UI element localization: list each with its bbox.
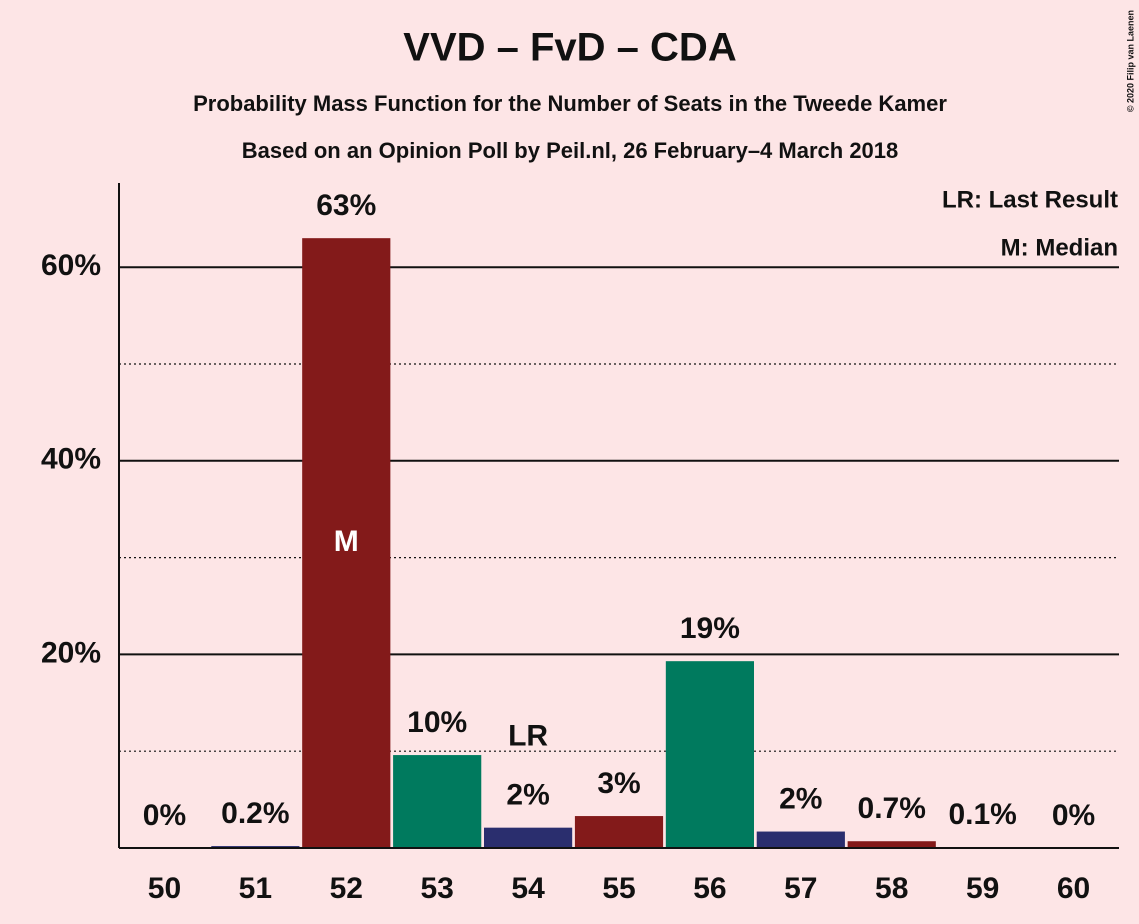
value-label: 0.7% (858, 792, 926, 825)
copyright: © 2020 Filip van Laenen (1125, 10, 1135, 112)
x-tick-label: 56 (693, 872, 726, 905)
x-tick-label: 54 (511, 872, 545, 905)
value-label: 0.1% (948, 798, 1016, 831)
x-tick-label: 52 (330, 872, 363, 905)
legend-entry: LR: Last Result (942, 186, 1118, 213)
x-tick-label: 55 (602, 872, 635, 905)
x-tick-label: 50 (148, 872, 181, 905)
bar (484, 827, 573, 848)
value-label: 19% (680, 612, 740, 645)
bar (302, 238, 391, 848)
bar (393, 755, 482, 848)
x-tick-label: 59 (966, 872, 999, 905)
chart-subtitle: Probability Mass Function for the Number… (193, 91, 947, 116)
value-label: 2% (779, 782, 822, 815)
value-label: 10% (407, 706, 467, 739)
chart-subtitle: Based on an Opinion Poll by Peil.nl, 26 … (242, 138, 899, 163)
annotation: M (334, 525, 359, 558)
value-label: 63% (316, 189, 376, 222)
x-tick-label: 51 (239, 872, 272, 905)
x-tick-label: 57 (784, 872, 817, 905)
bar (665, 661, 754, 848)
x-tick-label: 60 (1057, 872, 1090, 905)
value-label: 0% (143, 799, 186, 832)
bar (574, 816, 664, 848)
value-label: 2% (506, 779, 549, 812)
y-tick-label: 60% (41, 249, 101, 282)
x-tick-label: 53 (420, 872, 453, 905)
annotation: LR (508, 720, 548, 753)
value-label: 0% (1052, 799, 1095, 832)
chart-title: VVD – FvD – CDA (403, 26, 736, 70)
value-label: 0.2% (221, 797, 289, 830)
x-tick-label: 58 (875, 872, 908, 905)
legend-entry: M: Median (1001, 234, 1118, 261)
bar (847, 841, 936, 848)
y-tick-label: 40% (41, 443, 101, 476)
bar (756, 831, 845, 848)
y-tick-label: 20% (41, 636, 101, 669)
value-label: 3% (597, 767, 640, 800)
